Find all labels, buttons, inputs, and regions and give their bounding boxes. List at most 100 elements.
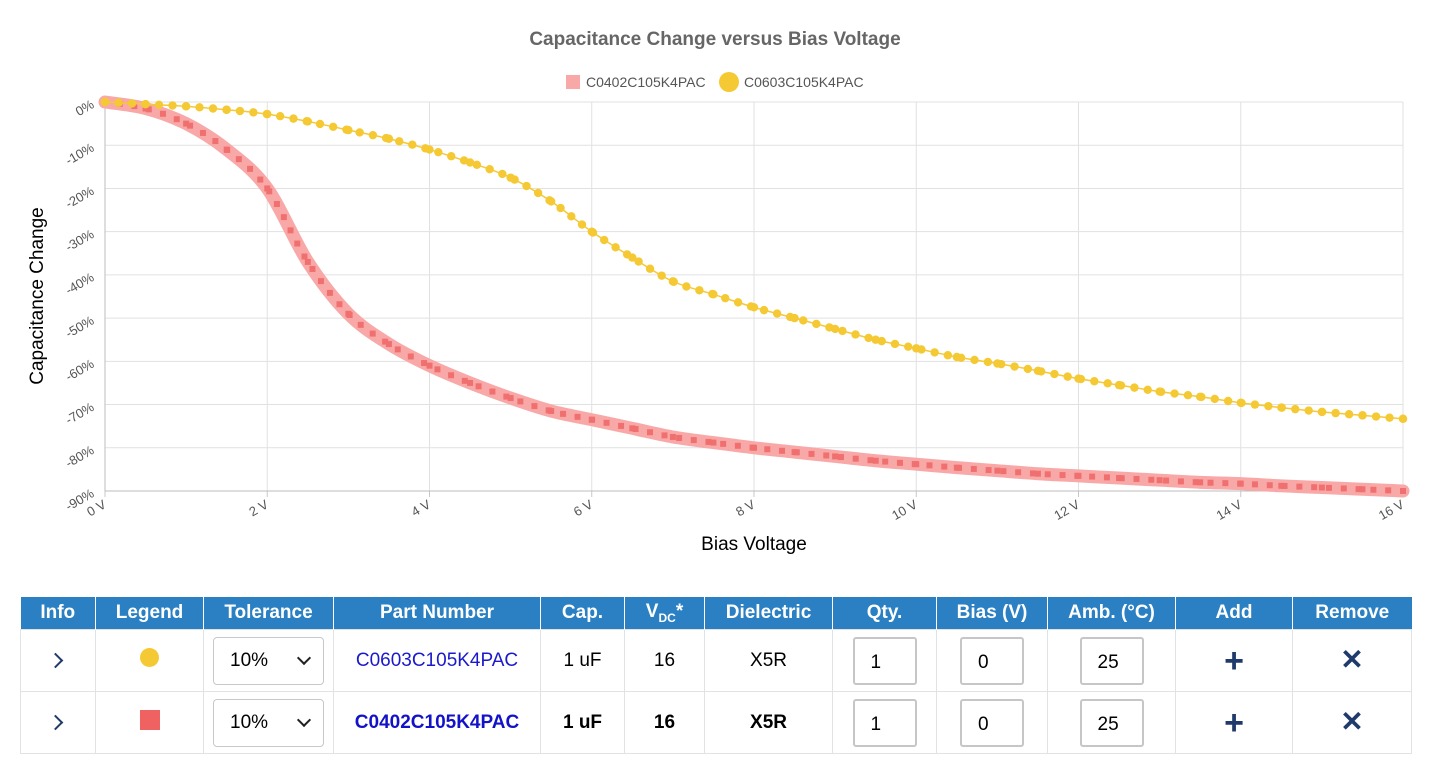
header-info: Info (20, 597, 96, 630)
y-tick-label: -60% (63, 356, 97, 384)
close-icon[interactable]: ✕ (1340, 706, 1364, 737)
data-point (1317, 407, 1327, 417)
data-point (832, 453, 839, 460)
bias-input[interactable] (960, 698, 1024, 747)
series-marker (273, 201, 280, 208)
add-cell: + (1175, 629, 1293, 692)
data-point (709, 290, 718, 299)
y-tick-label: -30% (63, 226, 97, 254)
series-marker (498, 169, 507, 179)
data-point (1155, 387, 1164, 396)
part-number-cell: C0402C105K4PAC (333, 691, 541, 754)
x-tick-label: 6 V (571, 496, 596, 519)
series-marker (1183, 390, 1193, 400)
data-point (1236, 398, 1245, 408)
data-point (467, 379, 474, 386)
header-dielectric: Dielectric (704, 597, 833, 630)
amb-input[interactable] (1079, 698, 1144, 747)
series-marker (574, 413, 581, 420)
series-marker (1010, 362, 1019, 371)
y-axis-label: Capacitance Change (27, 207, 48, 384)
series-marker (759, 305, 769, 315)
series-C0402C105K4PAC (98, 95, 1410, 498)
series-marker (1063, 372, 1072, 381)
series-marker (294, 240, 301, 247)
series-marker (489, 388, 496, 395)
data-point (344, 125, 353, 135)
legend-item[interactable]: C0402C105K4PAC (566, 74, 706, 90)
series-marker (943, 351, 953, 360)
series-marker (249, 108, 258, 117)
y-tick-label: -80% (63, 442, 97, 470)
chart-title: Capacitance Change versus Bias Voltage (529, 29, 900, 50)
info-cell[interactable] (20, 691, 96, 754)
series-marker (1281, 482, 1288, 489)
tolerance-select[interactable]: 10% (213, 636, 324, 685)
amb-cell (1047, 691, 1176, 754)
header-cap: Cap. (540, 597, 625, 630)
table-header-row: Info Legend Tolerance Part Number Cap. V… (20, 597, 1412, 630)
series-marker (1355, 486, 1362, 493)
series-marker (657, 271, 666, 280)
series-marker (289, 114, 298, 123)
chevron-right-icon[interactable] (47, 652, 63, 668)
data-point (345, 310, 352, 317)
series-marker (114, 98, 123, 107)
info-cell[interactable] (20, 629, 96, 692)
series-marker (1015, 469, 1022, 476)
series-marker (799, 316, 808, 325)
series-marker (734, 442, 741, 449)
part-number-link[interactable]: C0603C105K4PAC (355, 649, 519, 671)
legend-label: C0603C105K4PAC (744, 74, 864, 90)
header-bias: Bias (V) (936, 597, 1048, 630)
data-point (790, 313, 799, 323)
series-marker (127, 99, 137, 108)
dielectric-cell: X5R (704, 629, 833, 692)
series-marker (368, 130, 378, 140)
series-marker (1090, 377, 1099, 386)
part-number-link[interactable]: C0402C105K4PAC (354, 711, 520, 733)
close-icon[interactable]: ✕ (1340, 644, 1364, 675)
plus-icon[interactable]: + (1224, 641, 1244, 680)
chart-legend: C0402C105K4PAC C0603C105K4PAC (566, 72, 864, 92)
data-point (628, 253, 637, 262)
tolerance-select[interactable]: 10% (213, 698, 324, 747)
qty-input[interactable] (852, 636, 917, 685)
data-point (142, 105, 149, 112)
series-marker (168, 101, 177, 110)
series-marker (1250, 400, 1260, 409)
data-point (303, 117, 313, 126)
data-point (629, 425, 636, 432)
data-point (871, 335, 880, 344)
chart-ticks: 0%-10%-20%-30%-40%-50%-60%-70%-80%-90%0 … (63, 96, 1407, 523)
qty-input[interactable] (852, 698, 917, 747)
table-row: 10% C0603C105K4PAC 1 uF 16 X5R + ✕ (20, 629, 1412, 692)
bias-cell (936, 691, 1048, 754)
data-point (385, 341, 392, 348)
data-point (223, 146, 230, 153)
series-marker (764, 446, 771, 453)
series-marker (199, 129, 206, 136)
plus-icon[interactable]: + (1224, 703, 1244, 742)
data-point (668, 277, 678, 286)
series-marker (1385, 413, 1394, 422)
series-marker (1148, 476, 1155, 483)
data-point (913, 461, 920, 468)
series-marker (247, 165, 254, 172)
bias-input[interactable] (960, 636, 1024, 685)
x-axis-label: Bias Voltage (701, 534, 807, 555)
bias-cell (936, 629, 1048, 692)
chart-grid (104, 101, 1404, 497)
legend-item[interactable]: C0603C105K4PAC (719, 72, 864, 92)
y-tick-label: -20% (63, 183, 97, 211)
data-point (546, 197, 556, 206)
data-point (425, 145, 434, 154)
series-marker (355, 128, 364, 137)
series-marker (1291, 404, 1300, 414)
data-point (1195, 392, 1205, 401)
series-marker (173, 116, 180, 123)
series-marker (1192, 479, 1199, 486)
amb-input[interactable] (1079, 636, 1144, 685)
chevron-right-icon[interactable] (47, 714, 63, 730)
series-marker (733, 298, 743, 307)
